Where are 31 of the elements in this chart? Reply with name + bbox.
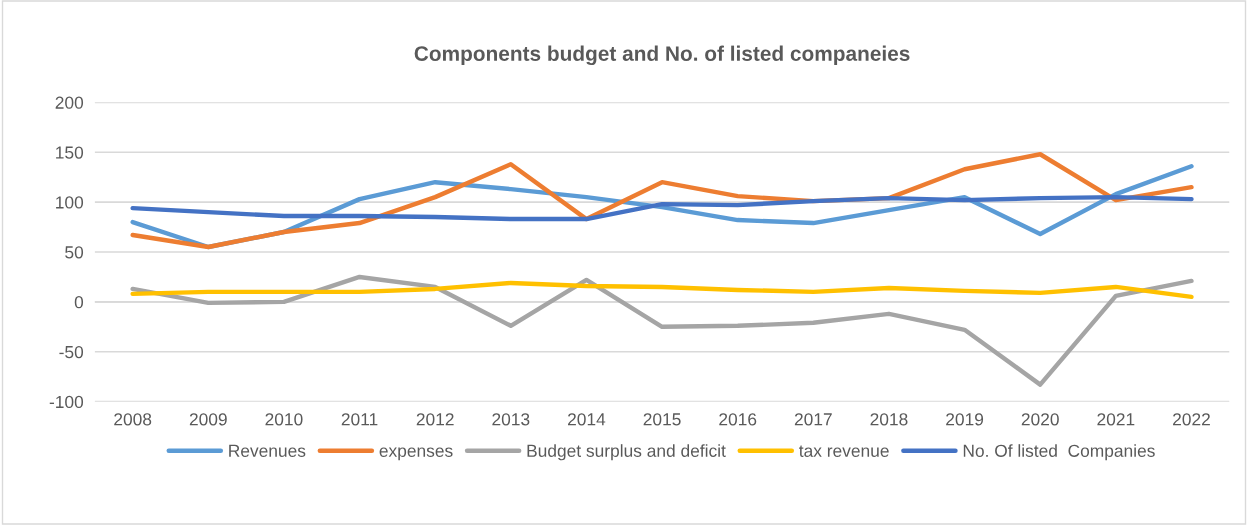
y-tick-label: -50 <box>59 345 84 359</box>
x-tick-label: 2016 <box>719 413 757 426</box>
x-tick-label: 2020 <box>1021 413 1059 426</box>
y-tick-label: 150 <box>56 146 84 159</box>
x-tick-label: 2010 <box>265 413 303 426</box>
line-series <box>130 274 1194 387</box>
x-tick-label: 2021 <box>1097 413 1135 426</box>
x-tick-label: 2011 <box>341 413 378 426</box>
line-series <box>130 280 1194 300</box>
y-tick-label: 100 <box>56 196 84 209</box>
x-tick-label: 2018 <box>870 413 908 426</box>
y-tick-label: -100 <box>49 395 84 409</box>
x-tick-label: 2017 <box>794 413 832 426</box>
y-tick-label: 200 <box>55 96 84 109</box>
x-tick-label: 2008 <box>114 413 152 426</box>
legend-label: tax revenue <box>799 445 889 457</box>
line-series <box>130 194 1194 222</box>
x-tick-label: 2014 <box>568 413 606 426</box>
legend-label: No. Of listed Companies <box>963 444 1155 461</box>
x-tick-label: 2019 <box>946 413 984 426</box>
chart-title: Components budget and No. of listed companeies <box>414 45 910 66</box>
x-tick-label: 2009 <box>189 413 227 426</box>
legend-label: Revenues <box>229 444 306 457</box>
legend-label: Budget surplus and deficit <box>527 444 726 461</box>
x-tick-label: 2022 <box>1173 413 1210 426</box>
y-tick-label: 50 <box>65 246 84 259</box>
x-tick-label: 2012 <box>416 413 454 426</box>
x-tick-label: 2015 <box>643 413 681 426</box>
y-tick-label: 0 <box>74 296 84 309</box>
legend-label: expenses <box>379 447 453 461</box>
x-tick-label: 2013 <box>492 413 530 426</box>
